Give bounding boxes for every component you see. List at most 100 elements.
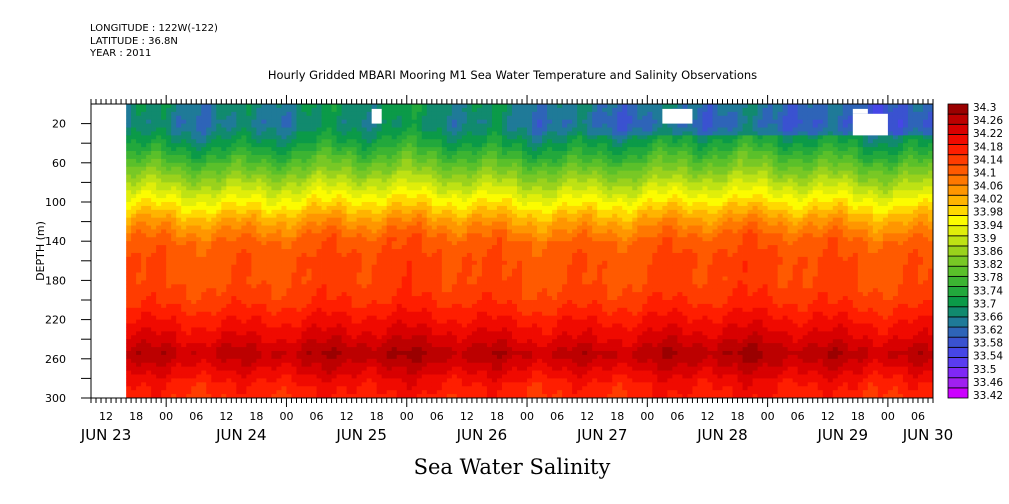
heatmap-cell [281, 382, 287, 387]
heatmap-cell [176, 284, 182, 289]
heatmap-cell [226, 190, 232, 195]
heatmap-cell [346, 354, 353, 360]
heatmap-cell [296, 151, 302, 156]
heatmap-cell [156, 194, 162, 199]
heatmap-cell [386, 307, 393, 313]
heatmap-cell [211, 288, 217, 293]
heatmap-cell [191, 154, 197, 160]
heatmap-cell [321, 135, 327, 140]
heatmap-cell [421, 374, 428, 379]
heatmap-cell [421, 347, 428, 352]
heatmap-cell [336, 307, 342, 313]
heatmap-cell [271, 394, 277, 399]
heatmap-cell [441, 194, 448, 199]
heatmap-cell [201, 347, 207, 352]
heatmap-cell [176, 362, 182, 368]
heatmap-cell [166, 260, 172, 266]
heatmap-cell [401, 202, 408, 207]
heatmap-cell [381, 378, 388, 383]
heatmap-cell [451, 350, 458, 356]
heatmap-cell [126, 362, 132, 368]
heatmap-cell [321, 229, 327, 234]
heatmap-cell [236, 296, 242, 301]
heatmap-cell [216, 170, 222, 175]
heatmap-cell [411, 288, 418, 293]
heatmap-cell [176, 378, 182, 383]
heatmap-cell [341, 241, 348, 246]
heatmap-cell [441, 362, 448, 368]
heatmap-cell [326, 209, 332, 215]
heatmap-cell [221, 182, 227, 187]
heatmap-cell [426, 307, 433, 313]
heatmap-cell [206, 213, 212, 219]
heatmap-cell [136, 323, 142, 328]
heatmap-cell [316, 292, 322, 297]
heatmap-cell [181, 256, 187, 262]
heatmap-cell [326, 339, 332, 344]
heatmap-cell [191, 370, 197, 375]
heatmap-cell [196, 123, 202, 128]
heatmap-cell [231, 147, 237, 152]
heatmap-cell [266, 131, 272, 136]
heatmap-cell [221, 272, 227, 277]
heatmap-cell [331, 123, 337, 128]
heatmap-cell [421, 245, 428, 250]
heatmap-cell [341, 147, 348, 152]
heatmap-cell [206, 162, 212, 168]
heatmap-cell [156, 198, 162, 203]
heatmap-cell [446, 354, 453, 360]
heatmap-cell [181, 327, 187, 332]
heatmap-cell [446, 347, 453, 352]
heatmap-cell [441, 178, 448, 183]
heatmap-cell [146, 343, 152, 348]
heatmap-cell [426, 288, 433, 293]
heatmap-cell [276, 303, 282, 309]
heatmap-cell [316, 296, 322, 301]
heatmap-cell [341, 319, 348, 324]
heatmap-cell [236, 237, 242, 242]
heatmap-cell [146, 139, 152, 144]
heatmap-cell [446, 374, 453, 379]
heatmap-cell [216, 162, 222, 168]
heatmap-cell [196, 296, 202, 301]
heatmap-cell [311, 162, 317, 168]
heatmap-cell [341, 233, 348, 238]
heatmap-cell [406, 331, 413, 336]
heatmap-cell [261, 182, 267, 187]
heatmap-cell [396, 119, 403, 124]
heatmap-cell [131, 229, 137, 234]
heatmap-cell [456, 162, 463, 168]
heatmap-cell [176, 370, 182, 375]
heatmap-cell [406, 178, 413, 183]
heatmap-cell [256, 362, 262, 368]
heatmap-cell [216, 115, 222, 121]
heatmap-cell [241, 241, 247, 246]
heatmap-cell [376, 186, 383, 191]
heatmap-cell [361, 307, 368, 313]
heatmap-cell [141, 358, 147, 364]
heatmap-cell [256, 272, 262, 277]
heatmap-cell [441, 115, 448, 121]
heatmap-cell [341, 292, 348, 297]
heatmap-cell [336, 276, 342, 281]
heatmap-cell [361, 339, 368, 344]
heatmap-cell [146, 245, 152, 250]
heatmap-cell [296, 339, 302, 344]
heatmap-cell [351, 139, 358, 144]
heatmap-cell [326, 104, 332, 109]
heatmap-cell [156, 186, 162, 191]
heatmap-cell [401, 303, 408, 309]
heatmap-cell [396, 170, 403, 175]
heatmap-cell [376, 205, 383, 211]
heatmap-cell [421, 335, 428, 340]
heatmap-cell [366, 209, 373, 215]
heatmap-cell [436, 339, 443, 344]
heatmap-cell [406, 303, 413, 309]
heatmap-cell [431, 115, 438, 121]
heatmap-cell [261, 350, 267, 356]
heatmap-cell [306, 107, 312, 113]
heatmap-cell [246, 292, 252, 297]
heatmap-cell [226, 362, 232, 368]
heatmap-cell [256, 127, 262, 132]
heatmap-cell [341, 115, 348, 121]
